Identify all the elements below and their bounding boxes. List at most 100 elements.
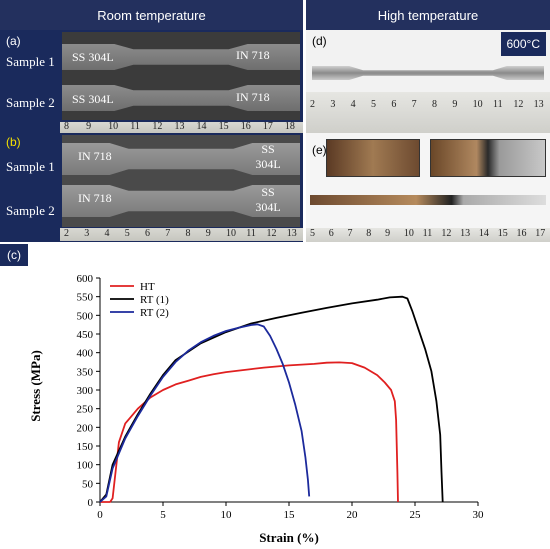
ruler-number: 10 <box>226 228 236 239</box>
ruler-number: 11 <box>130 121 140 132</box>
ruler-number: 3 <box>330 99 336 110</box>
ruler-number: 12 <box>441 228 452 239</box>
panel-e: (e) 5 6 7 8 9 10 11 12 13 14 15 16 17 <box>306 133 550 242</box>
panel-e-inset-left <box>326 139 420 177</box>
panel-b-s1-right-material: SS 304L <box>255 142 281 171</box>
ruler-number: 14 <box>478 228 489 239</box>
ruler-number: 16 <box>240 121 251 132</box>
x-tick-label: 0 <box>97 509 103 521</box>
ruler-number: 2 <box>310 99 315 110</box>
legend-entry: RT (2) <box>140 307 169 319</box>
ruler-number: 5 <box>371 99 376 110</box>
y-tick-label: 550 <box>77 292 94 304</box>
panel-d-specimen <box>312 66 544 80</box>
ruler-number: 5 <box>124 228 130 239</box>
ruler-number: 8 <box>64 121 69 132</box>
ruler-number: 7 <box>165 228 171 239</box>
panel-b-label: (b) <box>6 135 21 149</box>
x-tick-label: 10 <box>221 509 233 521</box>
ruler-number: 13 <box>174 121 185 132</box>
ruler-number: 15 <box>218 121 229 132</box>
y-tick-label: 600 <box>77 273 94 285</box>
ruler-number: 2 <box>64 228 69 239</box>
y-tick-label: 350 <box>77 366 94 378</box>
y-tick-label: 150 <box>77 441 94 453</box>
ruler-number: 15 <box>497 228 508 239</box>
y-tick-label: 50 <box>82 478 94 490</box>
ruler-number: 11 <box>246 228 256 239</box>
series-line-ht <box>100 361 399 503</box>
x-tick-label: 30 <box>473 509 485 521</box>
ruler-number: 10 <box>472 99 483 110</box>
panel-a: (a) Sample 1 Sample 2 SS 304L IN 718 SS … <box>0 30 303 133</box>
header-high-temperature: High temperature <box>306 0 550 30</box>
ruler-number: 8 <box>432 99 437 110</box>
panel-b: (b) Sample 1 Sample 2 IN 718 SS 304L IN … <box>0 133 303 242</box>
ruler-number: 10 <box>403 228 414 239</box>
panel-a-s2-left-material: SS 304L <box>72 92 114 106</box>
y-tick-label: 250 <box>77 404 94 416</box>
panel-a-ruler: 8 9 10 11 12 13 14 15 16 17 18 <box>60 121 303 133</box>
ruler-number: 8 <box>366 228 372 239</box>
ruler-number: 5 <box>310 228 315 239</box>
ruler-number: 9 <box>452 99 458 110</box>
panel-d-temperature: 600°C <box>506 37 541 51</box>
ruler-number: 11 <box>493 99 503 110</box>
y-tick-label: 300 <box>77 385 94 397</box>
panel-b-s2-left-material: IN 718 <box>78 191 112 205</box>
ruler-number: 4 <box>104 228 110 239</box>
y-tick-label: 0 <box>88 497 94 509</box>
ruler-number: 14 <box>196 121 207 132</box>
x-tick-label: 20 <box>347 509 359 521</box>
panel-b-s2-right-material: SS 304L <box>255 185 281 214</box>
y-axis-label: Stress (MPa) <box>28 350 43 422</box>
series-line-rt-2- <box>99 323 311 503</box>
panel-e-ruler: 5 6 7 8 9 10 11 12 13 14 15 16 17 <box>306 228 550 242</box>
ruler-number: 6 <box>145 228 150 239</box>
ruler-number: 17 <box>535 228 546 239</box>
ruler-number: 9 <box>385 228 391 239</box>
panel-b-sample-1-label: Sample 1 <box>6 159 55 174</box>
series-line-rt-1- <box>99 295 444 503</box>
y-tick-label: 500 <box>77 310 94 322</box>
panel-a-s2-right-material: IN 718 <box>236 90 270 104</box>
header-room-temperature-text: Room temperature <box>97 7 206 23</box>
panel-d-label: (d) <box>312 34 327 48</box>
ruler-number: 4 <box>350 99 356 110</box>
y-tick-label: 450 <box>77 329 94 341</box>
panel-a-s1-right-material: IN 718 <box>236 48 270 62</box>
stress-strain-chart: 0 50 100 150 200 250 300 350 400 450 500 550 600 0 5 10… <box>28 273 485 545</box>
ruler-number: 8 <box>185 228 191 239</box>
x-tick-label: 5 <box>160 509 166 521</box>
ruler-number: 12 <box>152 121 163 132</box>
panel-c-label-box: (c) <box>0 244 28 266</box>
ruler-number: 12 <box>513 99 524 110</box>
ruler-number: 13 <box>286 228 297 239</box>
panel-d-ruler: 2 3 4 5 6 7 8 9 10 11 12 13 <box>306 92 550 133</box>
panel-a-s1-left-material: SS 304L <box>72 50 114 64</box>
legend-entry: RT (1) <box>140 294 169 306</box>
panel-e-label: (e) <box>312 143 327 157</box>
panel-e-specimen <box>310 195 546 205</box>
ruler-number: 17 <box>262 121 273 132</box>
panel-d: (d) 600°C 2 3 4 5 6 7 8 9 10 11 12 13 <box>306 30 550 133</box>
ruler-number: 13 <box>460 228 471 239</box>
ruler-number: 12 <box>266 228 277 239</box>
ruler-number: 13 <box>533 99 544 110</box>
header-room-temperature: Room temperature <box>0 0 303 30</box>
panel-a-sample-1-label: Sample 1 <box>6 54 55 69</box>
ruler-number: 9 <box>205 228 211 239</box>
ruler-number: 10 <box>108 121 119 132</box>
y-tick-label: 200 <box>77 422 94 434</box>
panel-a-label: (a) <box>6 34 21 48</box>
ruler-number: 7 <box>411 99 417 110</box>
y-tick-label: 400 <box>77 348 94 360</box>
ruler-number: 11 <box>422 228 433 239</box>
panel-b-s1-left-material: IN 718 <box>78 149 112 163</box>
x-tick-label: 25 <box>410 509 422 521</box>
legend-entry: HT <box>140 281 155 293</box>
ruler-number: 18 <box>284 121 295 132</box>
ruler-number: 6 <box>328 228 334 239</box>
panel-c-label: (c) <box>7 248 21 262</box>
